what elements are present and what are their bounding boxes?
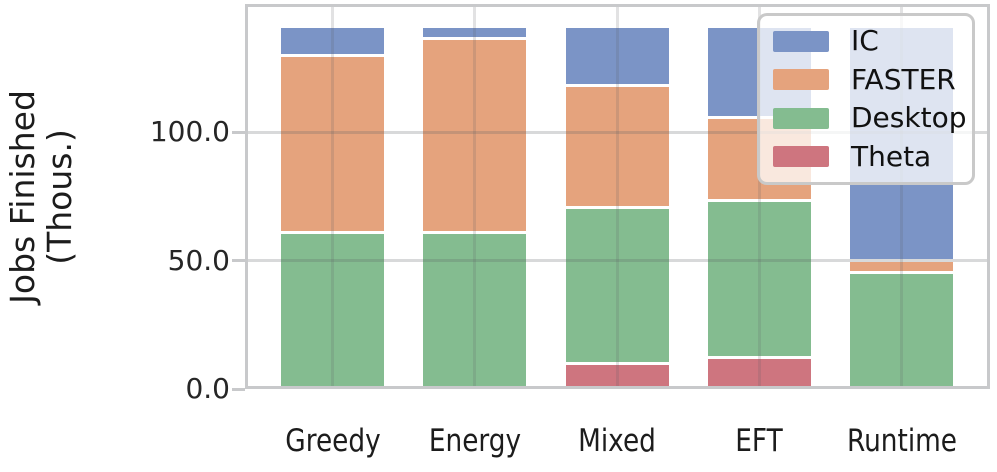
x-tick-label-eft: EFT xyxy=(735,423,784,459)
y-axis-label-line1: Jobs Finished xyxy=(3,89,43,304)
legend-item-theta: Theta xyxy=(773,139,966,173)
legend: IC FASTER Desktop Theta xyxy=(757,13,975,185)
y-tick-label-100.0: 100.0 xyxy=(149,115,230,149)
x-tick-label-energy: Energy xyxy=(428,423,521,459)
legend-swatch-faster xyxy=(773,69,829,91)
bar-segment-runtime-desktop xyxy=(850,270,954,389)
gridline-x-mixed xyxy=(615,4,619,389)
bar-energy xyxy=(423,24,527,389)
bar-segment-greedy-desktop xyxy=(281,231,384,389)
bar-segment-mixed-ic xyxy=(565,24,669,84)
bar-segment-mixed-theta xyxy=(565,362,669,389)
y-axis-label: Jobs Finished (Thous.) xyxy=(0,4,84,389)
y-tick-mark-100.0 xyxy=(232,130,245,134)
legend-item-ic: IC xyxy=(773,27,966,55)
y-tick-mark-0.0 xyxy=(232,387,245,391)
bar-segment-eft-theta xyxy=(707,355,811,389)
bar-segment-mixed-desktop xyxy=(565,205,669,363)
legend-swatch-desktop xyxy=(773,107,829,129)
legend-swatch-ic xyxy=(773,30,829,52)
gridline-y-100.0 xyxy=(245,130,990,134)
gridline-x-energy xyxy=(473,4,477,389)
legend-item-faster: FASTER xyxy=(773,62,966,96)
bar-segment-greedy-faster xyxy=(281,54,384,232)
bar-segment-energy-ic xyxy=(423,24,527,38)
y-tick-label-50.0: 50.0 xyxy=(167,243,230,277)
y-axis-line xyxy=(245,4,248,389)
plot-border-top xyxy=(245,4,990,7)
x-tick-label-mixed: Mixed xyxy=(578,423,656,459)
bar-greedy xyxy=(281,24,384,389)
x-tick-label-greedy: Greedy xyxy=(284,423,381,459)
bar-segment-energy-desktop xyxy=(423,231,527,389)
gridline-y-50.0 xyxy=(245,259,990,263)
bar-mixed xyxy=(565,24,669,389)
bar-segment-eft-desktop xyxy=(707,199,811,356)
plot-area xyxy=(245,4,990,389)
bar-segment-runtime-faster xyxy=(850,258,954,271)
legend-item-desktop: Desktop xyxy=(773,104,966,132)
gridline-x-eft xyxy=(757,4,761,389)
legend-label-theta: Theta xyxy=(851,139,932,173)
plot-border-right xyxy=(987,4,990,389)
x-tick-label-runtime: Runtime xyxy=(846,423,957,459)
x-axis-line xyxy=(245,386,990,389)
y-tick-mark-50.0 xyxy=(232,259,245,263)
bar-segment-mixed-faster xyxy=(565,83,669,206)
legend-label-ic: IC xyxy=(851,24,879,58)
gridline-x-runtime xyxy=(900,4,904,389)
y-tick-label-0.0: 0.0 xyxy=(185,372,230,405)
gridline-x-greedy xyxy=(331,4,334,389)
y-axis-label-line2: (Thous.) xyxy=(40,128,79,265)
legend-label-desktop: Desktop xyxy=(851,101,967,135)
legend-swatch-theta xyxy=(773,146,829,168)
bar-segment-energy-faster xyxy=(423,37,527,232)
legend-label-faster: FASTER xyxy=(851,62,956,96)
bar-segment-greedy-ic xyxy=(281,24,384,55)
